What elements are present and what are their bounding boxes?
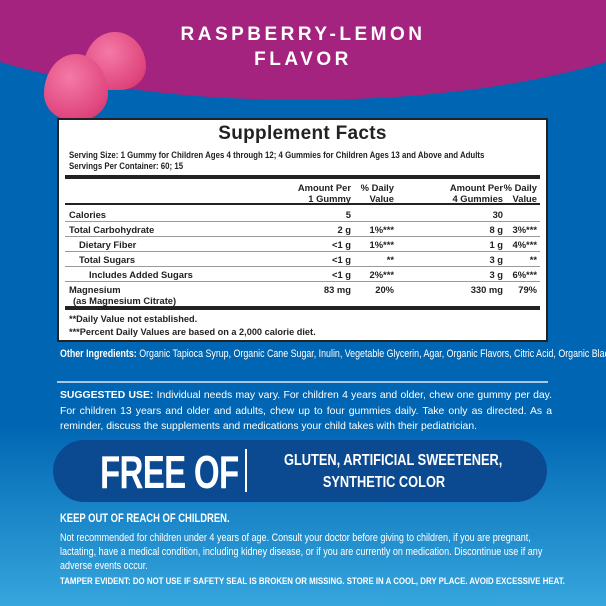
suggested-use: SUGGESTED USE: Individual needs may vary… xyxy=(60,388,552,435)
footnote-calorie: ***Percent Daily Values are based on a 2… xyxy=(69,327,316,337)
row-label: Total Carbohydrate xyxy=(69,224,155,235)
daily-value-4: 79% xyxy=(518,284,537,295)
col-header: % Daily xyxy=(503,182,537,193)
free-of-line-1: GLUTEN, ARTIFICIAL SWEETENER, xyxy=(284,452,503,469)
daily-value-4: 6%*** xyxy=(512,269,538,280)
ingredients-label: Other Ingredients: xyxy=(60,348,137,360)
serving-size: Serving Size: 1 Gummy for Children Ages … xyxy=(69,150,485,161)
row-label: Total Sugars xyxy=(79,254,136,265)
daily-value-4: 3%*** xyxy=(512,224,538,235)
banner-divider xyxy=(245,449,247,492)
col-header: Value xyxy=(369,192,395,204)
col-header: 4 Gummies xyxy=(452,192,503,204)
row-label: Includes Added Sugars xyxy=(89,269,193,280)
serving-info: Serving Size: 1 Gummy for Children Ages … xyxy=(69,150,545,172)
amount-per-gummy: 2 g xyxy=(337,224,351,235)
divider-thick xyxy=(65,306,540,310)
amount-per-4-gummies: 1 g xyxy=(489,239,503,250)
amount-per-gummy: 83 mg xyxy=(323,284,351,295)
amount-per-gummy: 5 xyxy=(345,209,351,220)
amount-per-gummy: <1 g xyxy=(331,239,351,250)
row-label: Magnesium xyxy=(69,284,121,295)
facts-row: Total Carbohydrate 2 g 1%*** 8 g 3%*** xyxy=(65,222,540,237)
divider-thick xyxy=(65,175,540,179)
col-header: % Daily xyxy=(360,182,394,193)
flavor-line-1: RASPBERRY-LEMON xyxy=(180,24,426,45)
daily-value-1: 1%*** xyxy=(369,224,395,235)
free-of-list: GLUTEN, ARTIFICIAL SWEETENER, SYNTHETIC … xyxy=(259,450,509,494)
amount-per-4-gummies: 3 g xyxy=(489,269,503,280)
free-of-title: FREE OF xyxy=(100,446,239,498)
flavor-line-2: FLAVOR xyxy=(254,49,352,70)
daily-value-1: 2%*** xyxy=(369,269,395,280)
suggested-use-text: Individual needs may vary. For children … xyxy=(60,390,552,432)
daily-value-1: 20% xyxy=(375,284,394,295)
servings-per-container: Servings Per Container: 60; 15 xyxy=(69,161,184,172)
free-of-line-2: SYNTHETIC COLOR xyxy=(322,474,446,491)
supplement-facts-panel: Supplement Facts Serving Size: 1 Gummy f… xyxy=(57,118,548,342)
row-label: Dietary Fiber xyxy=(79,239,137,250)
free-of-banner: FREE OF GLUTEN, ARTIFICIAL SWEETENER, SY… xyxy=(53,440,547,502)
facts-row: Dietary Fiber <1 g 1%*** 1 g 4%*** xyxy=(65,237,540,252)
daily-value-1: ** xyxy=(386,254,394,265)
amount-per-4-gummies: 30 xyxy=(492,209,503,220)
col-header: 1 Gummy xyxy=(308,192,351,204)
gummy-image-front xyxy=(44,54,108,120)
usage-warning: Not recommended for children under 4 yea… xyxy=(60,532,543,572)
facts-row: Includes Added Sugars <1 g 2%*** 3 g 6%*** xyxy=(65,267,540,282)
col-header: Amount Per xyxy=(297,182,351,193)
flavor-title: RASPBERRY-LEMON FLAVOR xyxy=(0,22,606,72)
keep-out-warning: KEEP OUT OF REACH OF CHILDREN. xyxy=(60,513,230,525)
col-header: Value xyxy=(512,192,538,204)
ingredients-text: Organic Tapioca Syrup, Organic Cane Suga… xyxy=(139,348,606,360)
col-header: Amount Per xyxy=(449,182,503,193)
suggested-use-label: SUGGESTED USE: xyxy=(60,390,154,401)
amount-per-4-gummies: 330 mg xyxy=(470,284,503,295)
tamper-warning: TAMPER EVIDENT: DO NOT USE IF SAFETY SEA… xyxy=(60,576,565,587)
amount-per-gummy: <1 g xyxy=(331,254,351,265)
amount-per-4-gummies: 3 g xyxy=(489,254,503,265)
row-sublabel: (as Magnesium Citrate) xyxy=(73,295,177,306)
daily-value-4: ** xyxy=(529,254,537,265)
column-headers: Amount Per 1 Gummy % Daily Value Amount Pe… xyxy=(65,180,540,205)
daily-value-1: 1%*** xyxy=(369,239,395,250)
section-divider xyxy=(57,381,548,383)
footnote-dv: **Daily Value not established. xyxy=(69,314,198,324)
facts-row: Magnesium 83 mg 20% 330 mg 79% (as Magnesium … xyxy=(65,282,540,306)
amount-per-4-gummies: 8 g xyxy=(489,224,503,235)
amount-per-gummy: <1 g xyxy=(331,269,351,280)
facts-title: Supplement Facts xyxy=(218,123,387,144)
facts-row: Total Sugars <1 g ** 3 g ** xyxy=(65,252,540,267)
daily-value-4: 4%*** xyxy=(512,239,538,250)
other-ingredients: Other Ingredients: Organic Tapioca Syrup… xyxy=(60,347,606,363)
facts-row: Calories 5 30 xyxy=(65,207,540,222)
row-label: Calories xyxy=(69,209,106,220)
